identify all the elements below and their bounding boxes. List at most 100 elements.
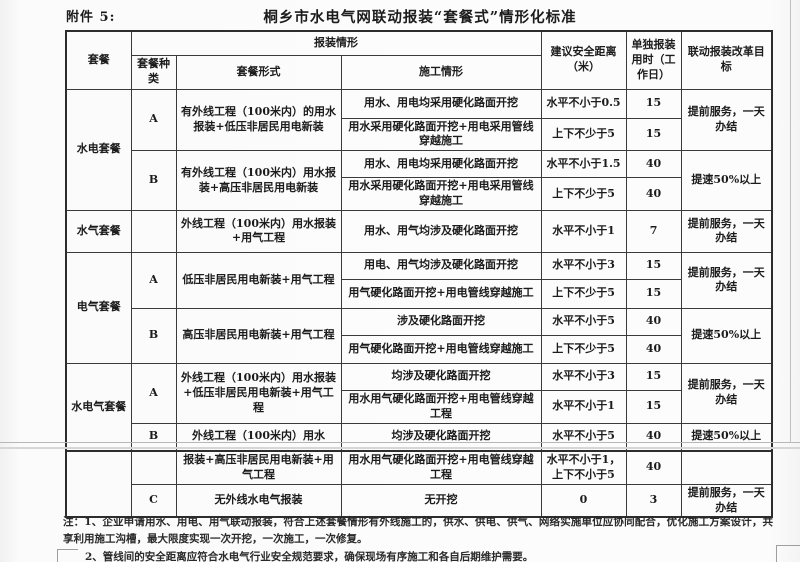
goal-cell: 提速50%以上 — [680, 150, 773, 211]
group-label-water-electric-gas: 水电气套餐 — [65, 362, 132, 452]
table-row: 水电气套餐 A 外线工程（100米内）用水报装+低压非居民用电新装+用气工程 均… — [65, 362, 773, 452]
goal-cell — [680, 450, 773, 485]
attachment-label: 附件 5: — [66, 10, 116, 25]
page-break-line — [0, 442, 800, 443]
header-install-situation: 报装情形 — [130, 30, 542, 56]
header-individual-time: 单独报装用时（工作日） — [625, 30, 682, 90]
construction-cell: 用气硬化路面开挖+用电管线穿越施工 — [340, 278, 542, 309]
table-row: B 外线工程（100米内）用水 均涉及硬化路面开挖 水平不小于5 40 提速50… — [66, 422, 773, 452]
table-row: 电气套餐 A 低压非居民用电新装+用气工程 用电、用气均涉及硬化路面开挖 水平不… — [65, 251, 773, 364]
table-row: 用气硬化路面开挖+用电管线穿越施工 上下不少于5 40 — [66, 334, 772, 364]
distance-cell: 上下不少于5 — [540, 117, 627, 152]
header-safety-distance: 建议安全距离（米） — [540, 30, 627, 90]
form-cell: 高压非居民用电新装+用气工程 — [175, 307, 342, 364]
distance-cell: 水平不小于3 — [540, 251, 627, 280]
construction-cell: 无开挖 — [340, 483, 542, 518]
construction-cell: 用水用气硬化路面开挖+用电管线穿越工程 — [340, 389, 542, 424]
table-row: 用气硬化路面开挖+用电管线穿越施工 上下不少于5 15 — [66, 278, 772, 309]
goal-cell: 提速50%以上 — [680, 422, 773, 452]
header-package-form: 套餐形式 — [175, 54, 342, 90]
type-cell: C — [130, 483, 177, 518]
construction-cell: 用水、用电均采用硬化路面开挖 — [340, 150, 542, 179]
distance-cell: 水平不小于3 — [540, 362, 627, 391]
distance-cell: 水平不小于1 — [540, 389, 627, 424]
goal-cell: 提前服务，一天办结 — [680, 209, 773, 253]
type-cell: A — [130, 362, 177, 424]
footnote-1: 注：1、企业申请用水、用电、用气联动报装，符合上述套餐情形有外线施工的，供水、供… — [63, 516, 773, 546]
days-cell: 40 — [625, 450, 682, 485]
goal-cell: 提前服务，一天办结 — [680, 483, 773, 518]
standards-table-page1: 套餐 报装情形 建议安全距离（米） 单独报装用时（工作日） 联动报装改革目标 套… — [65, 30, 774, 453]
type-cell: A — [130, 88, 177, 152]
days-cell: 40 — [625, 150, 682, 179]
page-corner-mark — [776, 545, 800, 562]
group-label-electric-gas: 电气套餐 — [65, 251, 132, 364]
goal-cell: 提前服务，一天办结 — [680, 88, 773, 152]
header-reform-goal: 联动报装改革目标 — [680, 30, 773, 90]
table-row: 报装+高压非居民用电新装+用气工程 用水用气硬化路面开挖+用电管线穿越工程 水平… — [65, 450, 773, 518]
construction-cell: 用水采用硬化路面开挖+用电采用管线穿越施工 — [340, 177, 542, 211]
page-title: 桐乡市水电气网联动报装“套餐式”情形化标准 — [263, 9, 577, 26]
form-cell: 外线工程（100米内）用水报装+用气工程 — [175, 209, 342, 253]
table-row: B 高压非居民用电新装+用气工程 涉及硬化路面开挖 水平不小于5 40 提速50… — [66, 307, 773, 364]
distance-cell: 水平不小于0.5 — [540, 88, 627, 119]
group-label-continued — [65, 450, 132, 518]
form-cell: 低压非居民用电新装+用气工程 — [175, 251, 342, 309]
days-cell: 40 — [625, 307, 682, 336]
days-cell: 40 — [625, 334, 682, 364]
table-row: 水气套餐 外线工程（100米内）用水报装+用气工程 用水、用气均涉及硬化路面开挖… — [65, 209, 773, 253]
days-cell: 40 — [625, 422, 682, 452]
form-cell: 无外线水电气报装 — [175, 483, 342, 518]
distance-cell: 水平不小于1，上下不小于5 — [540, 450, 627, 485]
construction-cell: 用水、用电均采用硬化路面开挖 — [340, 88, 542, 119]
header-construction-situation: 施工情形 — [340, 54, 542, 90]
page-corner-mark — [57, 549, 78, 562]
days-cell: 40 — [625, 177, 682, 211]
construction-cell: 用水采用硬化路面开挖+用电采用管线穿越施工 — [340, 117, 542, 152]
construction-cell: 用水用气硬化路面开挖+用电管线穿越工程 — [340, 450, 542, 485]
type-cell: B — [130, 150, 177, 211]
standards-table-page2: 报装+高压非居民用电新装+用气工程 用水用气硬化路面开挖+用电管线穿越工程 水平… — [65, 450, 773, 519]
days-cell: 15 — [625, 117, 682, 152]
header-package-type: 套餐种类 — [130, 54, 177, 90]
page-break-line — [0, 447, 800, 449]
construction-cell: 用水、用气均涉及硬化路面开挖 — [340, 209, 542, 253]
table-row: 用水采用硬化路面开挖+用电采用管线穿越施工 上下不少于5 15 — [66, 117, 772, 152]
construction-cell: 用电、用气均涉及硬化路面开挖 — [340, 251, 542, 280]
distance-cell: 0 — [540, 483, 627, 518]
group-label-water-gas: 水气套餐 — [65, 209, 132, 253]
type-cell: B — [130, 307, 177, 364]
table-row: 用水采用硬化路面开挖+用电采用管线穿越施工 上下不少于5 40 — [66, 177, 772, 211]
distance-cell: 水平不小于1 — [540, 209, 627, 253]
days-cell: 3 — [625, 483, 682, 518]
type-cell — [130, 450, 177, 485]
distance-cell: 水平不小于1.5 — [540, 150, 627, 179]
footnotes: 注：1、企业申请用水、用电、用气联动报装，符合上述套餐情形有外线施工的，供水、供… — [63, 514, 773, 562]
construction-cell: 用气硬化路面开挖+用电管线穿越施工 — [340, 334, 542, 364]
table-row: 用水用气硬化路面开挖+用电管线穿越工程 水平不小于1 15 — [66, 389, 772, 424]
distance-cell: 上下不少于5 — [540, 334, 627, 364]
table-row: C 无外线水电气报装 无开挖 0 3 提前服务，一天办结 — [66, 483, 773, 518]
form-cell: 有外线工程（100米内）用水报装+高压非居民用电新装 — [175, 150, 342, 211]
distance-cell: 上下不少于5 — [540, 177, 627, 211]
footnote-2: 2、管线间的安全距离应符合水电气行业安全规范要求，确保现场有序施工和各自后期维护… — [85, 550, 534, 562]
days-cell: 7 — [625, 209, 682, 253]
days-cell: 15 — [625, 362, 682, 391]
type-cell — [130, 209, 177, 253]
days-cell: 15 — [625, 389, 682, 424]
days-cell: 15 — [625, 251, 682, 280]
header-package: 套餐 — [65, 30, 132, 90]
days-cell: 15 — [625, 278, 682, 309]
construction-cell: 均涉及硬化路面开挖 — [340, 362, 542, 391]
goal-cell: 提前服务，一天办结 — [680, 362, 773, 424]
type-cell: A — [130, 251, 177, 309]
table-row: 水电套餐 A 有外线工程（100米内）的用水报装+低压非居民用电新装 用水、用电… — [65, 88, 773, 211]
days-cell: 15 — [625, 88, 682, 119]
table-row: B 有外线工程（100米内）用水报装+高压非居民用电新装 用水、用电均采用硬化路… — [66, 150, 773, 211]
goal-cell: 提速50%以上 — [680, 307, 773, 364]
goal-cell: 提前服务，一天办结 — [680, 251, 773, 309]
group-label-water-electric: 水电套餐 — [65, 88, 132, 211]
distance-cell: 水平不小于5 — [540, 307, 627, 336]
distance-cell: 上下不少于5 — [540, 278, 627, 309]
